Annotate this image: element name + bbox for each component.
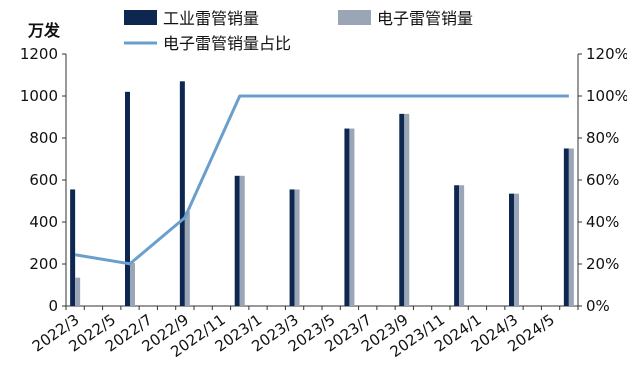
bar-electronic xyxy=(459,185,465,306)
bar-industrial xyxy=(344,128,350,306)
bar-industrial xyxy=(509,193,514,306)
y-left-tick-label: 400 xyxy=(29,213,58,231)
y-left-tick-label: 600 xyxy=(29,171,58,189)
y-right-tick-label: 80% xyxy=(586,129,619,147)
bar-electronic xyxy=(294,189,300,306)
bar-electronic xyxy=(404,113,410,306)
bar-industrial xyxy=(563,148,569,306)
axes xyxy=(62,53,582,310)
bar-electronic xyxy=(514,193,519,306)
legend-label-industrial: 工业雷管销量 xyxy=(163,9,259,28)
bar-electronic xyxy=(130,262,135,306)
y-left-tick-label: 1000 xyxy=(20,87,58,105)
bar-electronic xyxy=(349,128,355,306)
bar-industrial xyxy=(70,189,76,306)
bar-electronic xyxy=(75,277,81,306)
y-right-tick-label: 40% xyxy=(586,213,619,231)
legend-label-share: 电子雷管销量占比 xyxy=(163,34,291,53)
bar-industrial xyxy=(289,189,295,306)
share-line xyxy=(74,94,569,266)
legend: 工业雷管销量 电子雷管销量 电子雷管销量占比 xyxy=(124,9,473,53)
bar-industrial xyxy=(399,113,405,306)
legend-label-electronic: 电子雷管销量 xyxy=(377,9,473,28)
y-right-tick-label: 120% xyxy=(586,45,627,63)
tick-labels: 0 200 400 600 800 1000 1200 0% 20% 40% 60% 80% 100% 1… xyxy=(20,45,627,361)
share-line-group xyxy=(74,94,569,266)
bar-electronic xyxy=(239,175,245,306)
y-right-tick-label: 60% xyxy=(586,171,619,189)
bars xyxy=(70,81,574,306)
bar-industrial xyxy=(454,185,460,306)
bar-electronic xyxy=(184,211,190,306)
legend-swatch-industrial xyxy=(124,10,157,25)
legend-swatch-electronic xyxy=(338,10,371,25)
y-right-tick-label: 20% xyxy=(586,255,619,273)
y-left-tick-label: 1200 xyxy=(20,45,58,63)
y-left-tick-label: 800 xyxy=(29,129,58,147)
bar-industrial xyxy=(125,91,130,306)
y-left-tick-label: 0 xyxy=(48,297,58,315)
y-right-tick-label: 100% xyxy=(586,87,627,105)
y-left-tick-label: 200 xyxy=(29,255,58,273)
bar-industrial xyxy=(179,81,185,306)
bar-industrial xyxy=(234,175,240,306)
y-right-tick-label: 0% xyxy=(586,297,610,315)
y-left-unit-label: 万发 xyxy=(27,21,61,40)
bar-electronic xyxy=(568,148,574,306)
